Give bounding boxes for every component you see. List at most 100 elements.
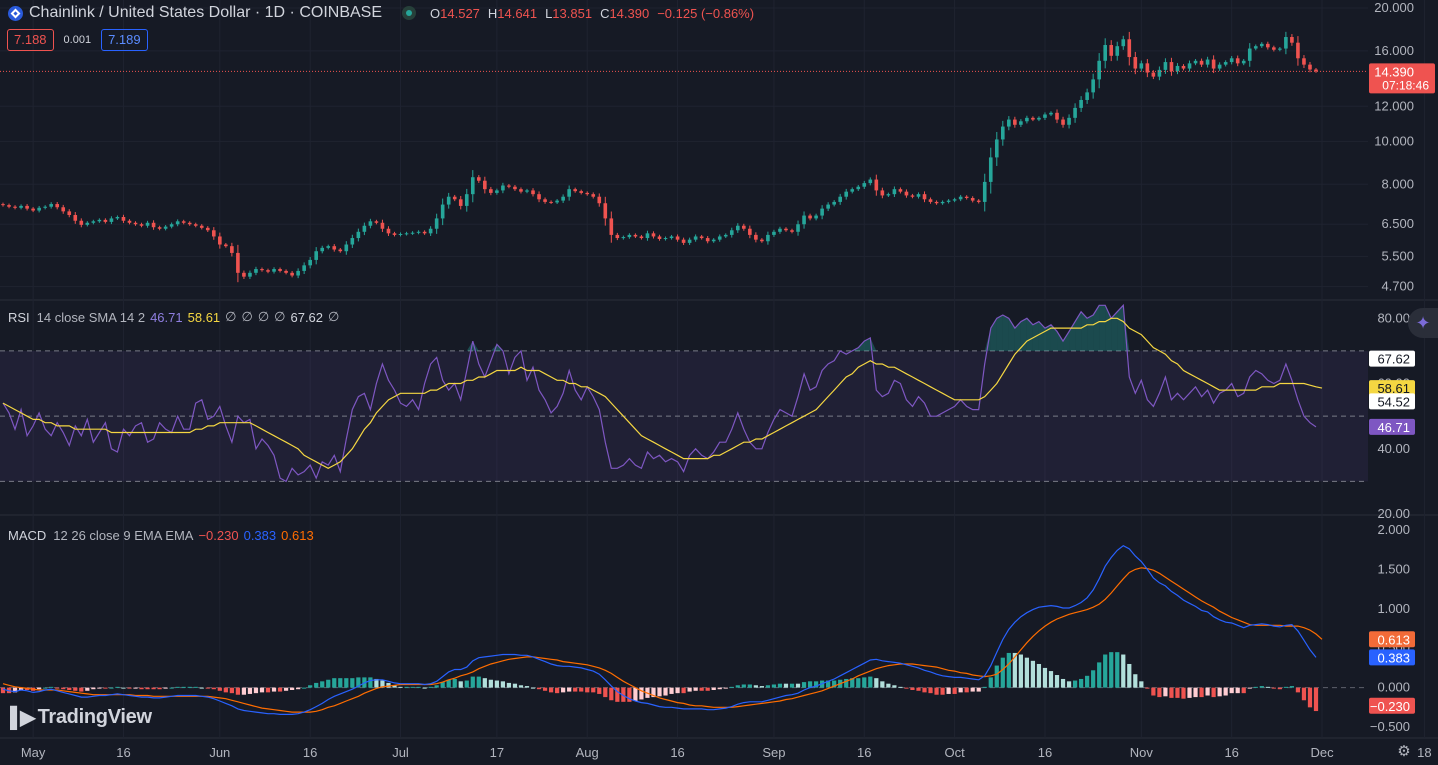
macd-hist-bar	[115, 686, 120, 688]
buy-button[interactable]: 7.189	[101, 29, 148, 51]
candle	[1151, 72, 1156, 77]
candle	[1296, 42, 1300, 59]
macd-hist-bar	[61, 687, 66, 690]
candle	[729, 230, 734, 235]
macd-hist-bar	[1060, 678, 1066, 688]
rsi-badge-label-0: 67.62	[1377, 352, 1410, 367]
candle	[1001, 126, 1005, 140]
candle	[1266, 43, 1270, 48]
macd-legend[interactable]: MACD 12 26 close 9 EMA EMA −0.230 0.383 …	[8, 528, 314, 543]
x-tick-label-9: 16	[857, 745, 871, 760]
symbol-title[interactable]: Chainlink / United States Dollar · 1D · …	[29, 4, 383, 21]
candle	[1127, 39, 1132, 58]
candle	[248, 272, 252, 277]
rsi-overbought-fill	[1038, 321, 1045, 351]
rsi-overbought-fill	[1063, 331, 1070, 351]
candle	[886, 194, 891, 196]
candle	[669, 236, 674, 239]
candle	[37, 207, 41, 211]
macd-hist-bar	[1187, 687, 1192, 698]
candle	[525, 190, 529, 192]
candle	[537, 194, 541, 200]
macd-hist-bar	[1006, 652, 1011, 688]
macd-hist-bar	[1289, 686, 1295, 688]
price-tick-label-4: 8.000	[1381, 176, 1414, 191]
macd-hist-bar	[1295, 687, 1301, 693]
candle	[242, 272, 246, 277]
macd-hist-bar	[314, 682, 319, 688]
rsi-null-4: ∅	[274, 309, 286, 324]
spread-value: 0.001	[63, 34, 92, 46]
candle	[760, 239, 764, 242]
macd-hist-bar	[1115, 652, 1120, 688]
rsi-badge-2	[1369, 393, 1415, 410]
candle	[597, 196, 602, 204]
candle	[1091, 79, 1095, 93]
candle	[778, 228, 782, 232]
macd-hist-bar	[1036, 663, 1042, 688]
candle	[121, 216, 126, 221]
candle	[946, 200, 951, 202]
candle	[452, 196, 457, 200]
candle	[205, 227, 210, 231]
candle	[603, 203, 608, 219]
macd-hist-bar	[711, 687, 716, 690]
macd-hist-bar	[1097, 662, 1102, 688]
macd-hist-bar	[163, 687, 168, 689]
candle	[1175, 65, 1180, 72]
candle	[1103, 45, 1108, 61]
macd-hist-bar	[410, 686, 415, 688]
candle	[314, 251, 318, 260]
candle	[814, 215, 818, 219]
candle	[181, 221, 186, 223]
sparkle-icon[interactable]: ✦	[1408, 308, 1438, 338]
sell-button[interactable]: 7.188	[7, 29, 54, 51]
macd-badge-label-2: −0.230	[1370, 699, 1410, 714]
macd-hist-bar	[898, 686, 903, 688]
market-status-icon[interactable]	[402, 6, 417, 20]
macd-hist-bar	[717, 687, 722, 690]
macd-hist-bar	[1024, 657, 1030, 688]
candle	[1061, 119, 1065, 125]
x-tick-label-0: May	[21, 745, 46, 760]
candle	[723, 234, 728, 237]
tradingview-watermark[interactable]: ▌▶ TradingView	[10, 705, 152, 730]
rsi-overbought-fill	[1099, 305, 1106, 351]
candle	[579, 191, 584, 193]
macd-badge-0	[1369, 631, 1415, 648]
candle	[1199, 60, 1204, 65]
candle	[1308, 64, 1312, 70]
macd-hist-bar	[801, 682, 807, 688]
candle	[19, 205, 23, 208]
macd-hist-bar	[79, 687, 84, 692]
macd-hist-bar	[121, 687, 126, 689]
macd-hist-bar	[753, 685, 758, 688]
candle	[663, 238, 668, 240]
macd-histogram	[0, 652, 1319, 712]
candle	[657, 236, 662, 240]
macd-signal-value: 0.613	[281, 528, 314, 543]
macd-hist-bar	[657, 687, 662, 697]
macd-hist-bar	[807, 681, 813, 688]
price-tick-label-5: 6.500	[1381, 216, 1414, 231]
macd-hist-bar	[169, 687, 174, 689]
macd-signal-line	[2, 567, 1323, 713]
candle	[1253, 46, 1258, 49]
candle	[1007, 119, 1011, 127]
macd-hist-bar	[928, 687, 933, 694]
candle	[495, 190, 499, 193]
rsi-legend[interactable]: RSI 14 close SMA 14 2 46.71 58.61 ∅ ∅ ∅ …	[8, 309, 339, 325]
price-tick-label-7: 4.700	[1381, 279, 1414, 294]
gear-icon[interactable]: ⚙	[1397, 743, 1411, 760]
candle	[332, 246, 337, 250]
price-tick-label-2: 12.000	[1374, 98, 1414, 113]
candle	[1013, 119, 1017, 125]
macd-hist-bar	[994, 665, 999, 688]
candle	[928, 199, 933, 202]
candle	[434, 218, 439, 229]
candle	[428, 228, 433, 234]
macd-hist-bar	[741, 684, 746, 688]
macd-hist-bar	[380, 680, 385, 688]
candle	[994, 139, 999, 158]
